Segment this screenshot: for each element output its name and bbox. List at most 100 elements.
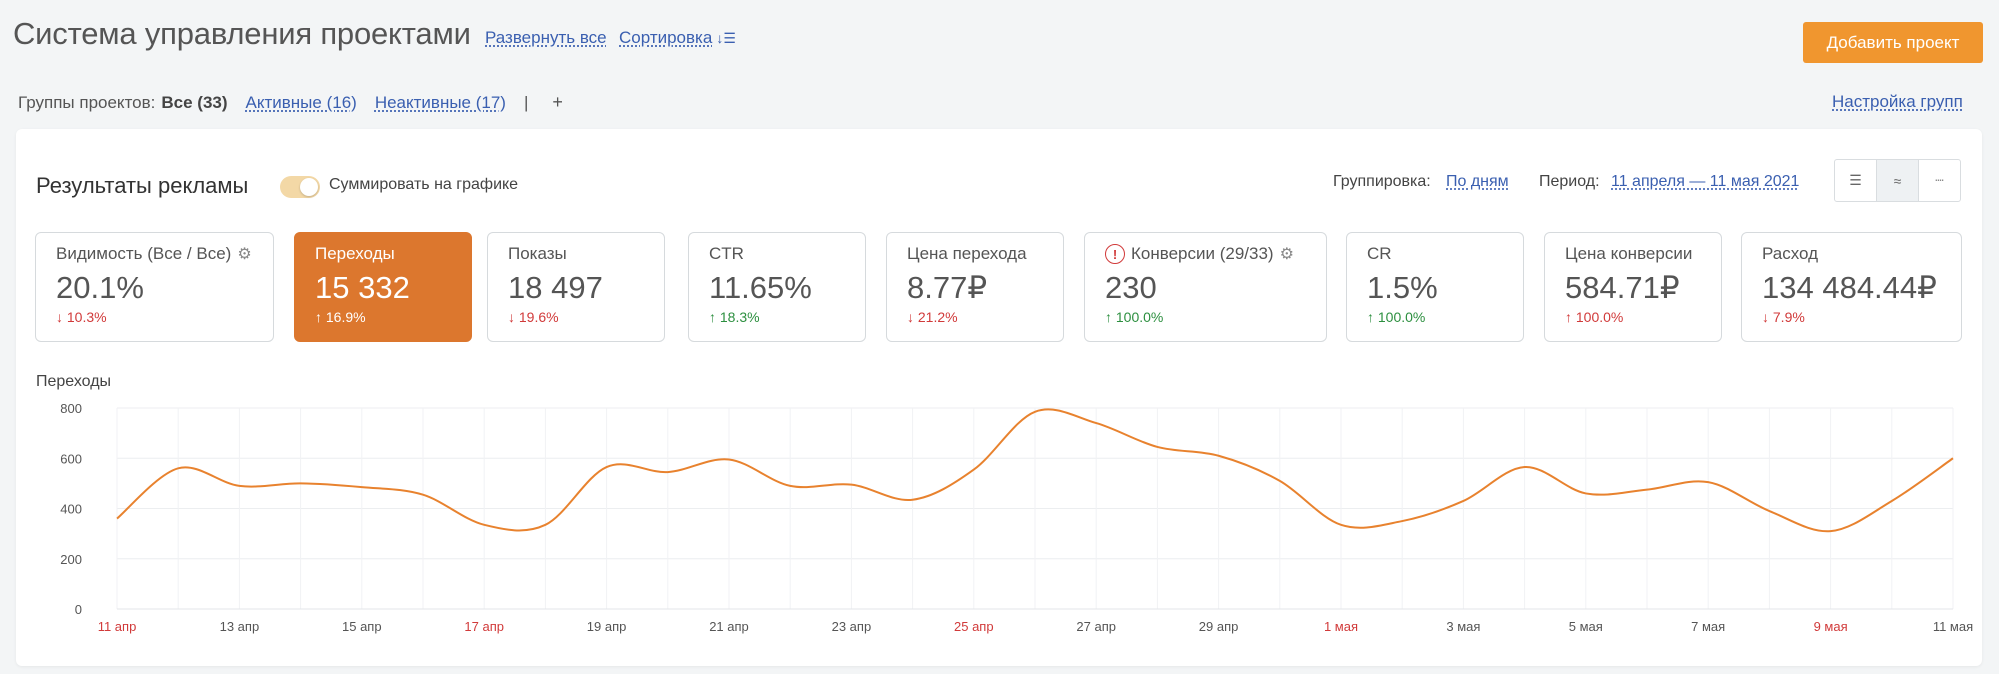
- warning-icon: !: [1105, 244, 1125, 264]
- y-tick-label: 0: [75, 602, 82, 617]
- x-tick-label: 15 апр: [342, 619, 382, 634]
- metric-card[interactable]: Цена перехода 8.77₽ ↓ 21.2%: [886, 232, 1064, 342]
- dotted-line-icon: ┈: [1935, 172, 1944, 188]
- metric-delta: ↓ 19.6%: [508, 309, 644, 325]
- arrow-up-icon: ↑: [1367, 309, 1378, 325]
- metric-card[interactable]: Переходы 15 332 ↑ 16.9%: [294, 232, 472, 342]
- dashed-line-view-button[interactable]: ≈: [1877, 160, 1919, 201]
- metric-card[interactable]: Цена конверсии 584.71₽ ↑ 100.0%: [1544, 232, 1722, 342]
- add-project-button[interactable]: Добавить проект: [1803, 22, 1983, 63]
- x-tick-label: 21 апр: [709, 619, 749, 634]
- metric-title: Показы: [508, 244, 644, 264]
- x-tick-label: 5 мая: [1569, 619, 1603, 634]
- project-groups: Группы проектов: Все (33) Активные (16) …: [18, 92, 563, 113]
- arrow-down-icon: ↓: [1762, 309, 1773, 325]
- metric-card[interactable]: Показы 18 497 ↓ 19.6%: [487, 232, 665, 342]
- line-chart: 0 200 400 600 800 11 апр 13 апр 15 апр 17 апр 19 …: [60, 401, 1973, 634]
- x-tick-label: 13 апр: [220, 619, 260, 634]
- metric-title-text: CR: [1367, 244, 1392, 263]
- x-tick-label: 29 апр: [1199, 619, 1239, 634]
- period-select[interactable]: 11 апреля — 11 мая 2021: [1611, 173, 1800, 190]
- grouping-label: Группировка:: [1333, 173, 1431, 190]
- metric-delta: ↓ 21.2%: [907, 309, 1043, 325]
- metric-delta: ↓ 10.3%: [56, 309, 253, 325]
- metric-title-text: Показы: [508, 244, 567, 263]
- metric-card[interactable]: Расход 134 484.44₽ ↓ 7.9%: [1741, 232, 1962, 342]
- x-tick-label: 11 мая: [1933, 619, 1973, 634]
- x-tick-label: 1 мая: [1324, 619, 1358, 634]
- metric-card[interactable]: CR 1.5% ↑ 100.0%: [1346, 232, 1524, 342]
- metric-delta: ↑ 100.0%: [1105, 309, 1306, 325]
- metric-title-text: Переходы: [315, 244, 395, 263]
- dotted-line-view-button[interactable]: ┈: [1919, 160, 1960, 201]
- metric-value: 15 332: [315, 270, 410, 305]
- arrow-down-icon: ↓: [907, 309, 918, 325]
- arrow-up-icon: ↑: [1105, 309, 1116, 325]
- metric-delta: ↓ 7.9%: [1762, 309, 1941, 325]
- expand-all-link[interactable]: Развернуть все: [485, 28, 607, 47]
- groups-separator: |: [523, 92, 529, 112]
- sort-link[interactable]: Сортировка ↓☰: [619, 28, 736, 48]
- metric-card[interactable]: Видимость (Все / Все) ⚙ 20.1% ↓ 10.3%: [35, 232, 274, 342]
- metric-delta-value: 21.2%: [917, 309, 958, 325]
- add-group-button[interactable]: +: [552, 92, 563, 112]
- arrow-down-icon: ↓: [56, 309, 67, 325]
- metric-title: CTR: [709, 244, 845, 264]
- page-title: Система управления проектами: [13, 16, 471, 51]
- metric-title-text: CTR: [709, 244, 744, 263]
- metric-value: 20.1%: [56, 270, 144, 305]
- bar-lines-icon: ☰: [1849, 172, 1862, 188]
- topbar: Система управления проектами Развернуть …: [0, 0, 1999, 80]
- arrow-down-icon: ↓: [508, 309, 519, 325]
- metric-title: CR: [1367, 244, 1503, 264]
- x-tick-label: 27 апр: [1076, 619, 1116, 634]
- metric-delta-value: 10.3%: [66, 309, 107, 325]
- y-tick-label: 800: [60, 401, 82, 416]
- metric-title-text: Расход: [1762, 244, 1819, 263]
- metric-value: 584.71₽: [1565, 270, 1680, 305]
- metric-title: Цена конверсии: [1565, 244, 1701, 264]
- x-tick-label: 17 апр: [464, 619, 504, 634]
- arrow-up-icon: ↑: [1565, 309, 1576, 325]
- y-tick-label: 400: [60, 502, 82, 517]
- chart-ylabel: Переходы: [36, 373, 112, 390]
- x-tick-label: 11 апр: [98, 619, 137, 634]
- sum-on-chart-toggle[interactable]: [280, 176, 320, 198]
- metric-delta-value: 19.6%: [518, 309, 559, 325]
- metric-delta-value: 100.0%: [1377, 309, 1426, 325]
- metric-title: Видимость (Все / Все) ⚙: [56, 244, 253, 264]
- bar-lines-view-button[interactable]: ☰: [1835, 160, 1877, 201]
- metric-value: 18 497: [508, 270, 603, 305]
- metric-title: Расход: [1762, 244, 1941, 264]
- group-inactive-link[interactable]: Неактивные (17): [374, 92, 506, 112]
- group-settings-link[interactable]: Настройка групп: [1832, 92, 1963, 111]
- metric-delta-value: 18.3%: [719, 309, 760, 325]
- metric-value: 230: [1105, 270, 1157, 305]
- view-switch: ☰ ≈ ┈: [1834, 159, 1961, 202]
- gear-icon[interactable]: ⚙: [1279, 246, 1294, 263]
- y-tick-label: 200: [60, 552, 82, 567]
- metric-value: 134 484.44₽: [1762, 270, 1937, 305]
- sort-list-icon: ↓☰: [716, 30, 736, 46]
- metric-value: 1.5%: [1367, 270, 1438, 305]
- metric-title: Цена перехода: [907, 244, 1043, 264]
- metric-delta-value: 100.0%: [1115, 309, 1164, 325]
- metric-card[interactable]: CTR 11.65% ↑ 18.3%: [688, 232, 866, 342]
- metric-title-text: Видимость (Все / Все): [56, 244, 232, 263]
- dashed-line-icon: ≈: [1893, 172, 1902, 189]
- metric-card[interactable]: ! Конверсии (29/33) ⚙ 230 ↑ 100.0%: [1084, 232, 1327, 342]
- metric-delta: ↑ 18.3%: [709, 309, 845, 325]
- gear-icon[interactable]: ⚙: [237, 246, 252, 263]
- metric-delta-value: 16.9%: [325, 309, 366, 325]
- toggle-label: Суммировать на графике: [329, 176, 519, 193]
- group-all[interactable]: Все (33): [161, 92, 228, 112]
- x-tick-label: 7 мая: [1691, 619, 1725, 634]
- metric-delta: ↑ 100.0%: [1367, 309, 1503, 325]
- metric-title-text: Цена перехода: [907, 244, 1027, 263]
- ad-results-panel: Результаты рекламы Суммировать на график…: [16, 129, 1982, 666]
- group-active-link[interactable]: Активные (16): [245, 92, 357, 112]
- metric-delta-value: 100.0%: [1575, 309, 1624, 325]
- toggle-knob: [300, 178, 318, 196]
- x-tick-label: 9 мая: [1814, 619, 1848, 634]
- grouping-select[interactable]: По дням: [1446, 173, 1509, 190]
